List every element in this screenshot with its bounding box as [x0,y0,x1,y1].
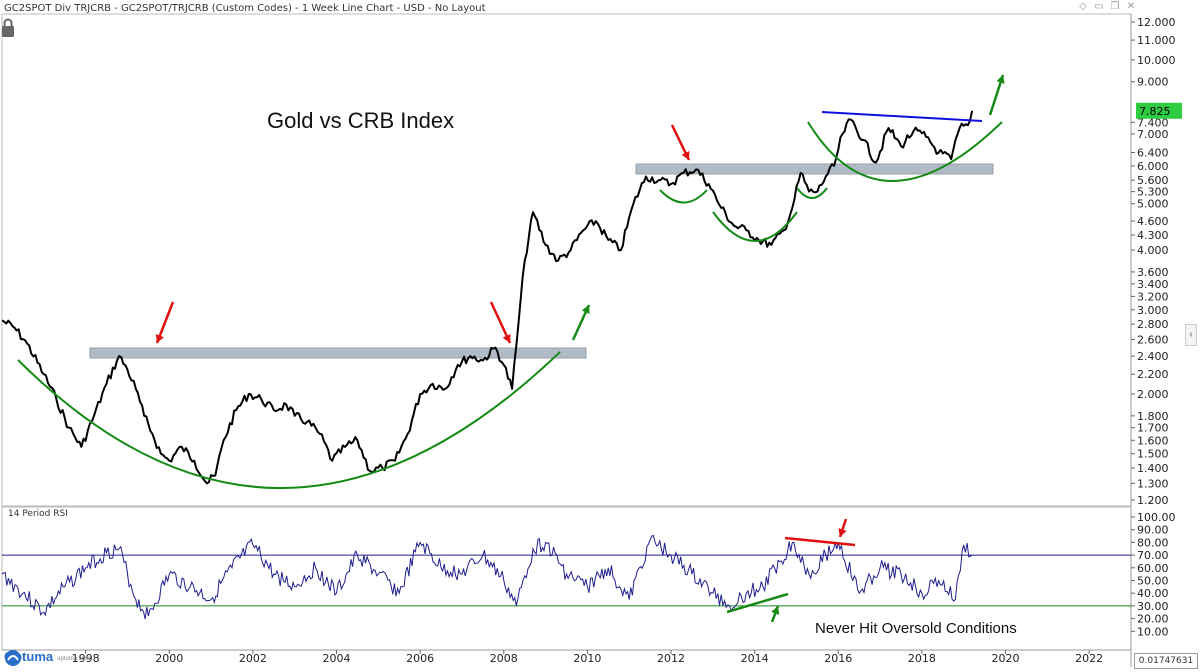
x-tick-label: 2008 [490,652,518,665]
breakout-arrow-1-head [581,305,590,314]
y-tick-label: 1.800 [1137,410,1169,423]
y-tick-label: 2.000 [1137,388,1169,401]
rsi-y-tick-label: 90.00 [1137,524,1169,537]
support-band-2 [635,163,994,175]
rsi-y-tick-label: 60.00 [1137,562,1169,575]
optuma-logo: Optuma optuma.com [4,649,91,666]
y-tick-label: 11.000 [1137,34,1176,47]
y-tick-label: 5.300 [1137,186,1169,199]
rsi-panel-title: 14 Period RSI [8,509,68,519]
y-tick-label: 1.300 [1137,477,1169,490]
rsi-line [1,534,973,620]
y-tick-label: 2.200 [1137,368,1169,381]
y-tick-label: 2.800 [1137,318,1169,331]
y-tick-label: 5.600 [1137,174,1169,187]
saucer-top [807,121,1003,182]
rsi-y-tick-label: 10.00 [1137,625,1169,638]
x-tick-label: 2014 [741,652,769,665]
diamond-icon[interactable]: ◇ [1079,1,1087,12]
logo-url: optuma.com [57,655,91,662]
optuma-logo-icon [5,650,21,666]
y-tick-label: 2.400 [1137,350,1169,363]
y-tick-label: 6.400 [1137,146,1169,159]
chart-title: Gold vs CRB Index [267,108,454,133]
last-price-label: 7.825 [1139,105,1171,118]
breakout-arrow-2-head [996,75,1005,84]
x-tick-label: 2002 [239,652,267,665]
rsi-y-tick-label: 50.00 [1137,575,1169,588]
y-tick-label: 6.000 [1137,160,1169,173]
rsi-divergence-line [784,536,856,547]
x-tick-label: 2012 [657,652,685,665]
x-tick-label: 2016 [824,652,852,665]
y-tick-label: 10.000 [1137,54,1176,67]
x-tick-label: 2006 [406,652,434,665]
y-tick-label: 1.400 [1137,462,1169,475]
price-line [1,110,974,485]
y-tick-label: 9.000 [1137,76,1169,89]
minimize-icon[interactable]: ▭ [1094,1,1104,12]
y-tick-label: 3.000 [1137,304,1169,317]
y-tick-label: 4.000 [1137,244,1169,257]
chart-window-title: GC2SPOT Div TRJCRB - GC2SPOT/TRJCRB (Cus… [4,3,486,14]
y-tick-label: 1.700 [1137,422,1169,435]
rsi-y-tick-label: 70.00 [1137,549,1169,562]
red-arrow-3-head [681,151,690,160]
rsi-annotation: Never Hit Oversold Conditions [815,620,1017,637]
rsi-y-tick-label: 80.00 [1137,536,1169,549]
x-tick-label: 2020 [992,652,1020,665]
y-tick-label: 1.500 [1137,448,1169,461]
y-tick-label: 3.600 [1137,266,1169,279]
main-panel-frame [1,13,1132,507]
rsi-up-arrow-head [771,606,780,615]
x-tick-label: 2004 [323,652,351,665]
saucer-mid [712,211,798,242]
last-price-badge [1136,102,1182,119]
saucer-small-2 [796,187,828,199]
resistance-trendline [821,111,983,122]
x-tick-label: 1998 [72,652,100,665]
y-tick-label: 1.200 [1137,494,1169,507]
y-tick-label: 3.200 [1137,290,1169,303]
scroll-right-icon[interactable]: ‹ [1185,324,1197,346]
x-tick-label: 2000 [155,652,183,665]
lock-icon[interactable] [0,18,16,38]
y-tick-label: 4.600 [1137,215,1169,228]
y-tick-label: 7.400 [1137,116,1169,129]
saucer-small-1 [659,189,708,204]
red-arrow-rsi-head [838,528,847,537]
restore-icon[interactable]: ❐ [1110,1,1120,12]
window-controls: ◇ ▭ ❐ ✕ [1078,2,1136,12]
y-tick-label: 1.600 [1137,434,1169,447]
x-tick-label: 2022 [1075,652,1103,665]
red-arrow-1-head [155,334,164,343]
y-tick-label: 4.300 [1137,229,1169,242]
red-arrow-2-head [502,334,511,343]
rsi-y-tick-label: 40.00 [1137,587,1169,600]
rsi-y-tick-label: 30.00 [1137,600,1169,613]
y-tick-label: 7.000 [1137,128,1169,141]
y-tick-label: 2.600 [1137,333,1169,346]
close-icon[interactable]: ✕ [1126,1,1136,12]
rsi-y-tick-label: 100.00 [1137,511,1176,524]
rsi-support-line [726,592,789,614]
y-tick-label: 3.400 [1137,278,1169,291]
y-tick-label: 12.000 [1137,16,1176,29]
y-tick-label: 5.000 [1137,198,1169,211]
saucer-base-curve [17,351,561,489]
rsi-y-tick-label: 20.00 [1137,613,1169,626]
x-tick-label: 2010 [573,652,601,665]
support-band-1 [89,347,587,359]
x-tick-label: 2018 [908,652,936,665]
cursor-value-readout: 0.01747631 [1134,653,1198,669]
